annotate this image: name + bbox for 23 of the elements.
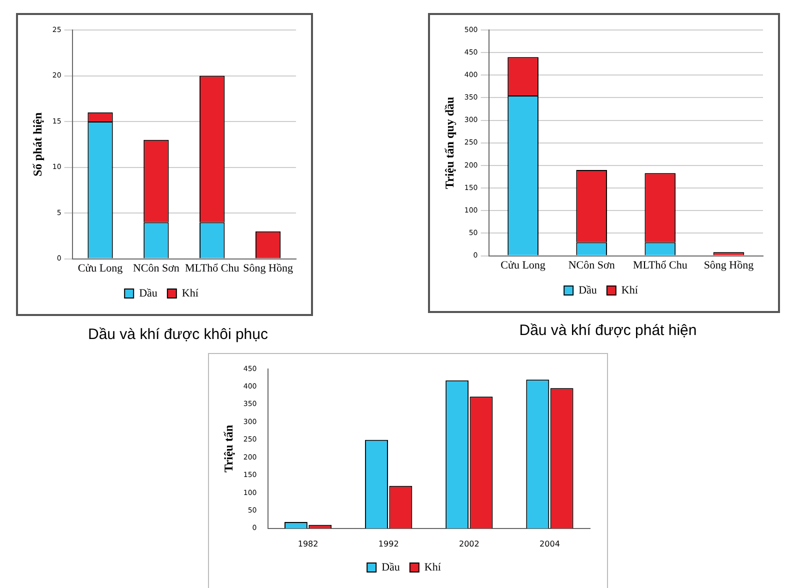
x-tick-label: NCôn Sơn xyxy=(132,262,180,274)
x-tick-label: MLThổ Chu xyxy=(184,262,240,274)
x-tick-label: 2004 xyxy=(540,539,560,548)
legend-label: Khí xyxy=(182,287,198,300)
y-axis-title: Số phát hiện xyxy=(30,112,44,176)
text: Dầu và khí được phát hiện xyxy=(518,322,698,339)
x-tick-label: 2002 xyxy=(458,539,480,548)
x-tick-label: Cửu Long xyxy=(78,262,124,274)
legend-label: Dầu xyxy=(382,561,400,574)
x-tick-label: Sông Hồng xyxy=(243,262,294,274)
x-tick-label: Sông Hồng xyxy=(704,259,754,272)
legend-label: Dầu xyxy=(578,284,598,296)
y-axis-title: Triệu tấn xyxy=(221,424,236,472)
text: Dầu và khí được khôi phục xyxy=(87,326,269,343)
x-tick-label: 1992 xyxy=(378,539,399,548)
x-tick-label: Cửu Long xyxy=(500,259,546,272)
legend-label: Dầu xyxy=(139,287,158,300)
x-tick-label: NCôn Sơn xyxy=(568,259,616,272)
y-axis-title: Triệu tấn quy dầu xyxy=(442,96,456,189)
legend-label: Khí xyxy=(424,561,441,574)
legend-label: Khí xyxy=(621,284,638,296)
x-tick-label: MLThổ Chu xyxy=(633,259,688,272)
x-tick-label: 1982 xyxy=(298,539,318,548)
